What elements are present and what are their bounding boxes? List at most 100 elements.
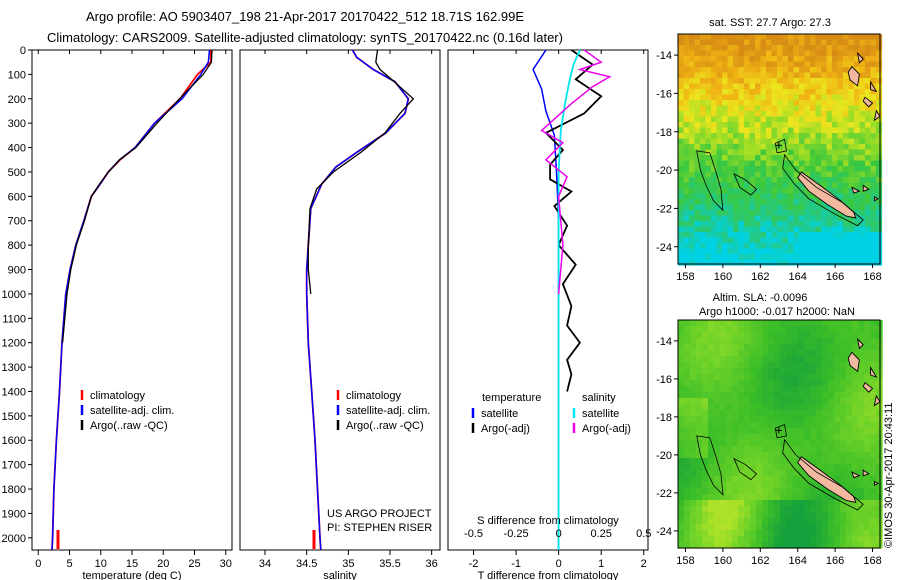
map-cell (780, 410, 787, 417)
map-cell (700, 72, 707, 79)
map-cell (726, 488, 733, 495)
map-cell (750, 416, 757, 423)
map-cell (716, 166, 723, 173)
map-cell (711, 210, 718, 217)
map-cell (786, 476, 793, 483)
map-cell (722, 39, 729, 46)
map-cell (786, 386, 793, 393)
map-cell (722, 199, 729, 206)
map-cell (711, 83, 718, 90)
map-cell (815, 72, 822, 79)
map-cell (858, 530, 865, 537)
map-cell (828, 470, 835, 477)
map-cell (727, 221, 734, 228)
map-cell (744, 404, 751, 411)
map-cell (840, 410, 847, 417)
map-cell (756, 326, 763, 333)
map-cell (810, 210, 817, 217)
map-cell (766, 61, 773, 68)
map-cell (738, 428, 745, 435)
map-cell (694, 144, 701, 151)
map-cell (810, 374, 817, 381)
plot-frame (31, 49, 233, 551)
map-cell (755, 199, 762, 206)
map-cell (798, 530, 805, 537)
island (870, 365, 878, 378)
map-cell (810, 237, 817, 244)
map-cell (756, 386, 763, 393)
top-axis-label: S difference from climatology (477, 515, 619, 527)
map-cell (705, 111, 712, 118)
map-cell (744, 166, 751, 173)
map-cell (750, 542, 757, 549)
map-cell (738, 356, 745, 363)
map-cell (843, 237, 850, 244)
map-cell (843, 149, 850, 156)
map-cell (749, 221, 756, 228)
map-cell (822, 350, 829, 357)
map-cell (832, 72, 839, 79)
map-cell (810, 386, 817, 393)
map-cell (837, 89, 844, 96)
map-cell (705, 182, 712, 189)
map-cell (771, 127, 778, 134)
map-cell (694, 171, 701, 178)
map-cell (815, 166, 822, 173)
map-cell (733, 193, 740, 200)
map-cell (816, 350, 823, 357)
map-cell (798, 374, 805, 381)
map-cell (876, 50, 883, 57)
map-cell (822, 338, 829, 345)
map-cell (726, 362, 733, 369)
map-cell (865, 89, 872, 96)
map-cell (690, 440, 697, 447)
map-cell (777, 94, 784, 101)
map-cell (720, 476, 727, 483)
map-cell (780, 404, 787, 411)
map-cell (700, 34, 707, 41)
map-cell (821, 45, 828, 52)
x-tick-label: 36 (426, 558, 438, 570)
map-cell (848, 127, 855, 134)
map-cell (798, 320, 805, 327)
map-cell (780, 488, 787, 495)
map-cell (786, 536, 793, 543)
map-cell (696, 536, 703, 543)
map-cell (678, 138, 685, 145)
map-cell (716, 50, 723, 57)
map-cell (771, 50, 778, 57)
map-cell (777, 237, 784, 244)
map-cell (750, 488, 757, 495)
map-cell (738, 94, 745, 101)
map-cell (755, 171, 762, 178)
map-cell (799, 34, 806, 41)
map-cell (792, 536, 799, 543)
map-cell (822, 362, 829, 369)
map-cell (760, 243, 767, 250)
map-cell (678, 122, 685, 129)
island (873, 196, 880, 202)
map-cell (826, 166, 833, 173)
map-cell (848, 243, 855, 250)
map-cell (792, 344, 799, 351)
map-cell (705, 199, 712, 206)
map-cell (780, 326, 787, 333)
map-cell (750, 428, 757, 435)
map-cell (816, 488, 823, 495)
map-cell (865, 226, 872, 233)
map-cell (876, 530, 883, 537)
map-cell (716, 116, 723, 123)
map-cell (848, 177, 855, 184)
map-cell (744, 116, 751, 123)
map-cell (732, 398, 739, 405)
map-cell (711, 122, 718, 129)
map-cell (726, 470, 733, 477)
map-cell (744, 464, 751, 471)
map-cell (865, 127, 872, 134)
map-cell (793, 94, 800, 101)
map-cell (684, 524, 691, 531)
map-cell (705, 89, 712, 96)
map-cell (821, 226, 828, 233)
map-cell (832, 226, 839, 233)
map-cell (810, 133, 817, 140)
